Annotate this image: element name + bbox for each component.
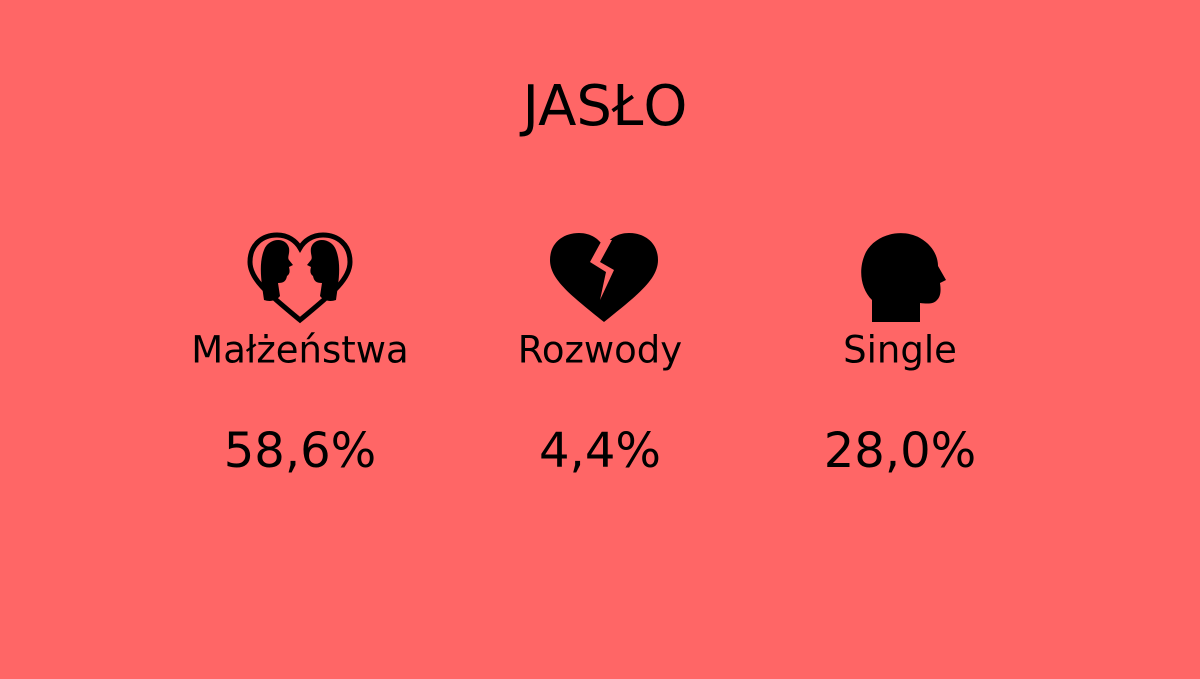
marriage-icon [247, 232, 353, 324]
item-value: 4,4% [539, 423, 661, 479]
item-value: 58,6% [224, 423, 376, 479]
item-label: Rozwody [518, 329, 682, 372]
single-icon [861, 233, 946, 322]
item-label: Małżeństwa [191, 329, 408, 372]
item-label: Single [843, 329, 957, 372]
title: JASŁO [520, 74, 688, 139]
item-value: 28,0% [824, 423, 976, 479]
divorce-icon [550, 233, 658, 322]
